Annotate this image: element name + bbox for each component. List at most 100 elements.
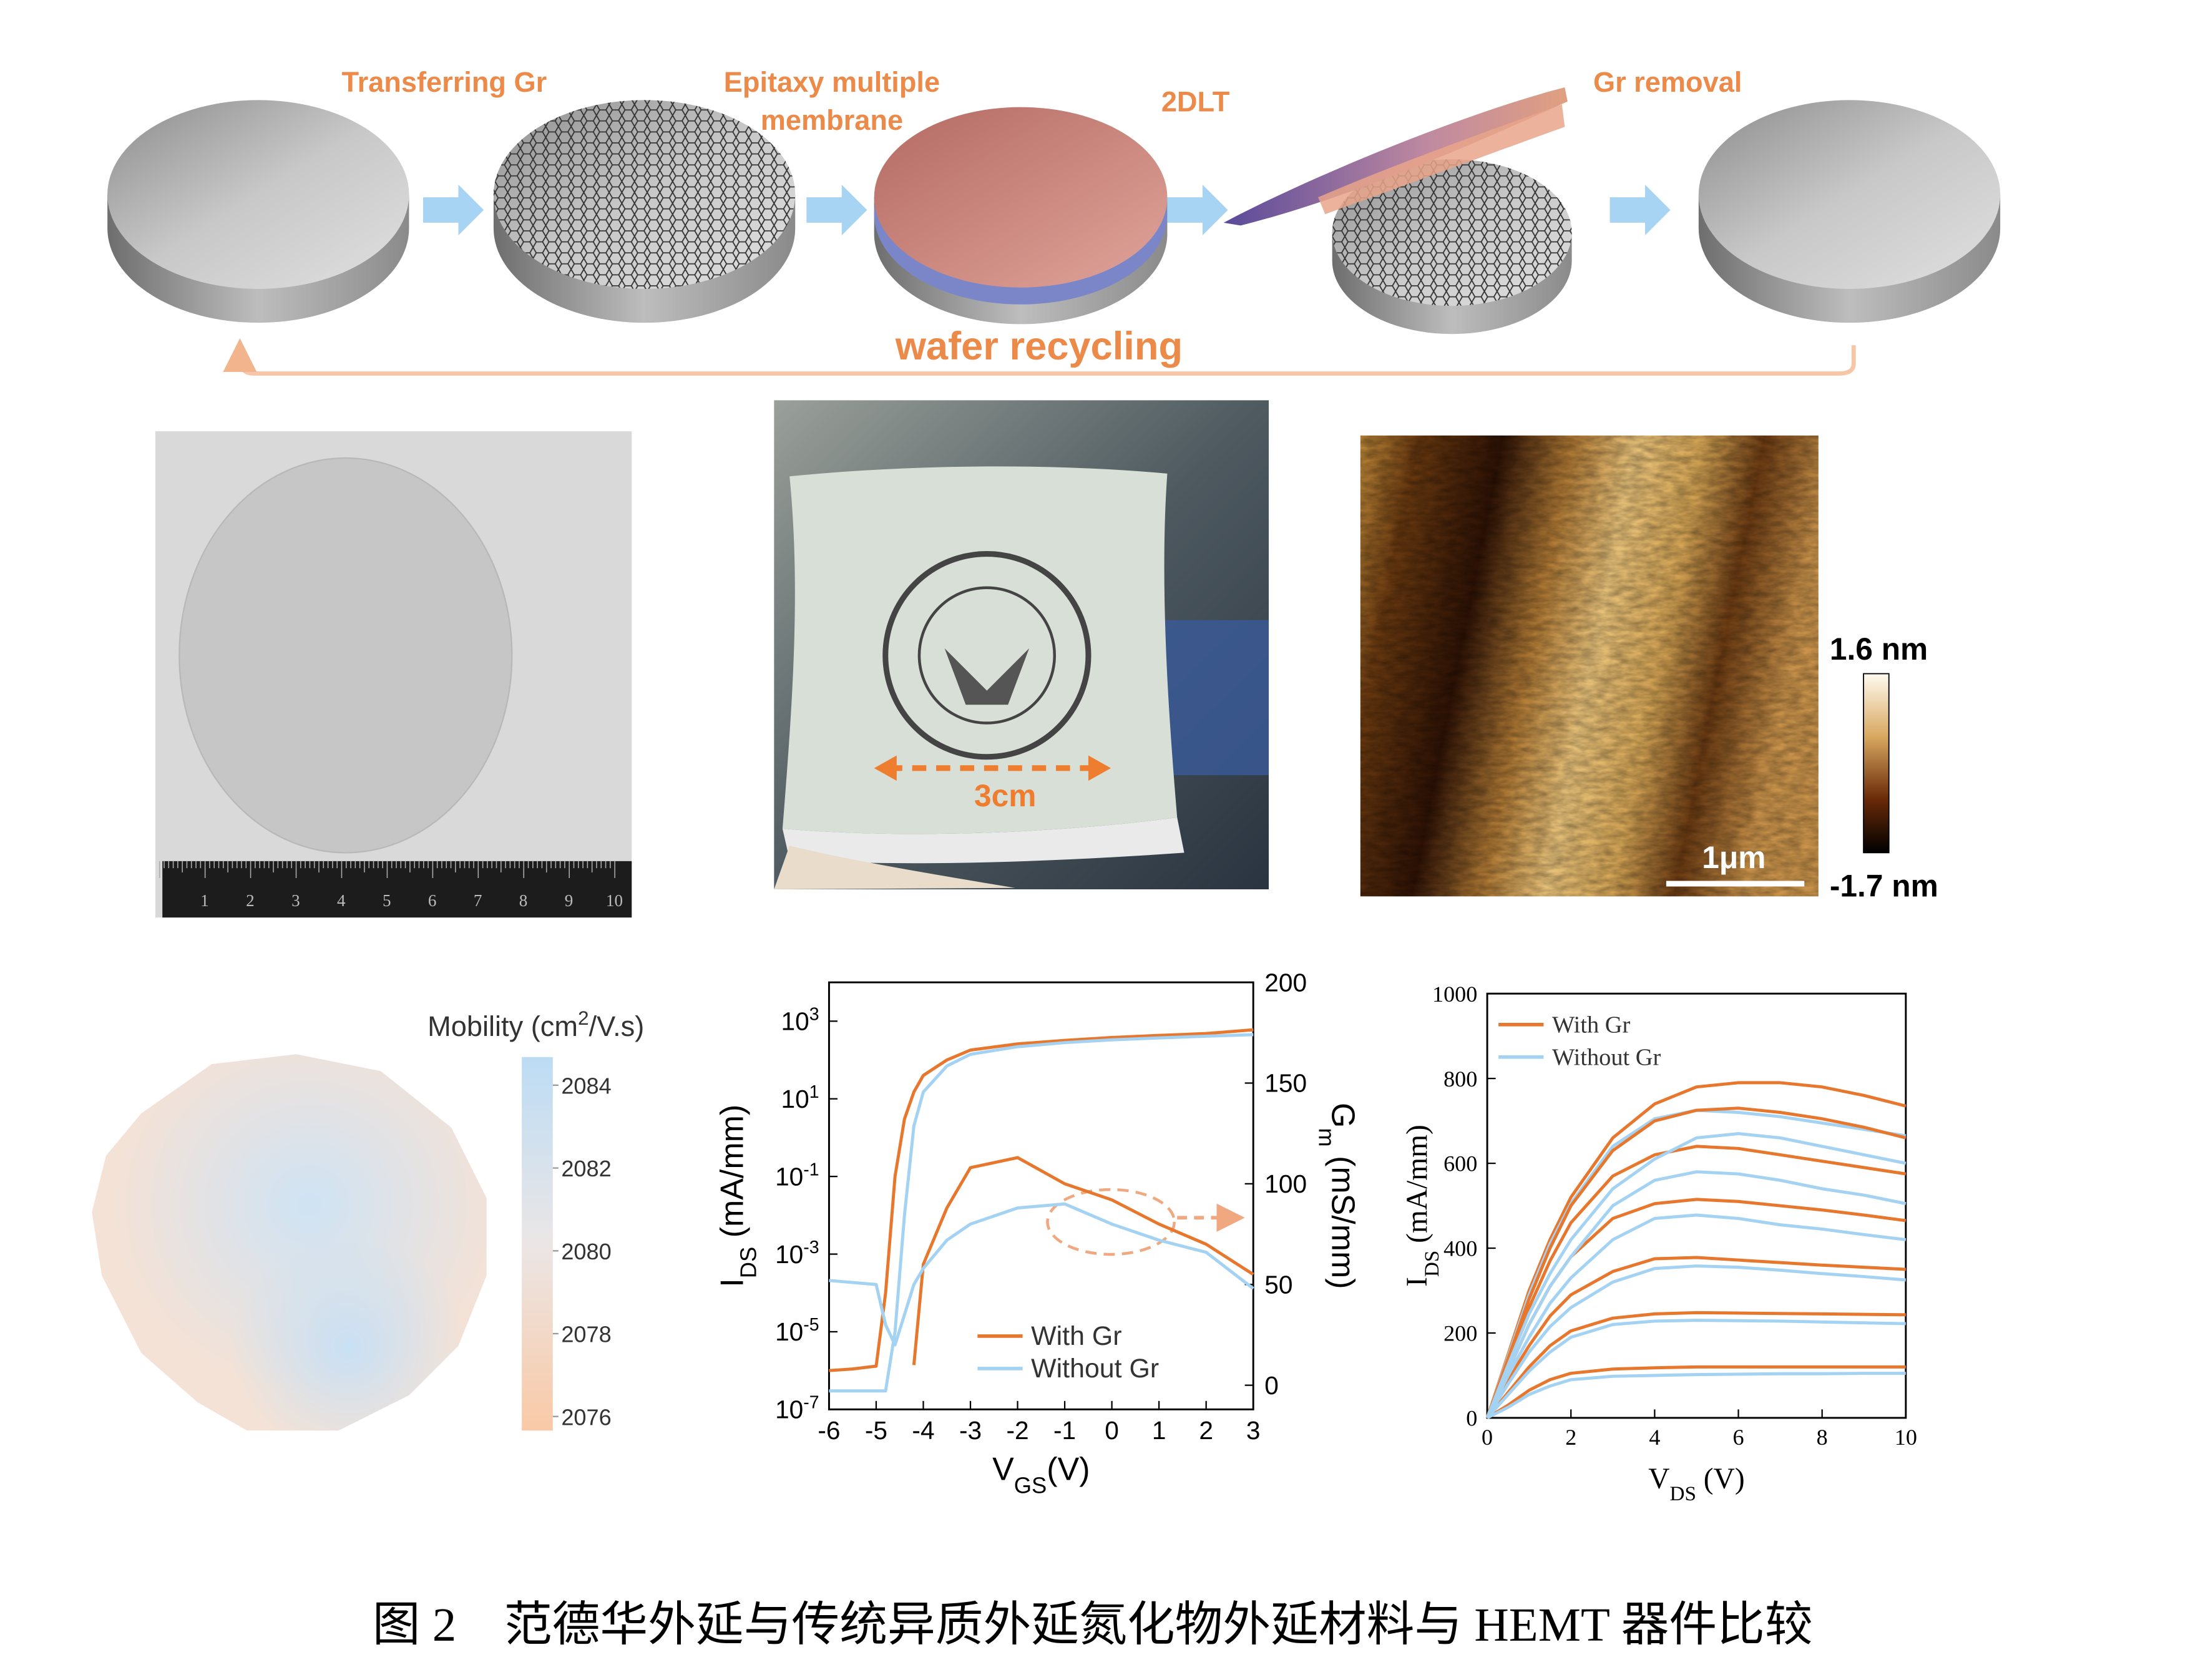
legend-label: With Gr bbox=[1552, 1012, 1631, 1038]
x-tick-label: -5 bbox=[865, 1416, 887, 1445]
x-tick-label: 0 bbox=[1482, 1425, 1493, 1450]
colorbar-min: -1.7 nm bbox=[1830, 868, 1938, 903]
chart: 0 2 4 6 8 10 0 200 400 600 800 1000 VDS (V) IDS (mA/m… bbox=[1401, 982, 1917, 1505]
data-line bbox=[1486, 1311, 1906, 1419]
wafer-graphene-part bbox=[493, 100, 796, 289]
step-arrows-part bbox=[423, 184, 484, 236]
y-tick-label: 400 bbox=[1443, 1236, 1477, 1261]
x-tick-label: -2 bbox=[1006, 1416, 1028, 1445]
flexible-photo-part bbox=[882, 551, 1092, 760]
x-axis-label: VDS (V) bbox=[1648, 1463, 1744, 1505]
afm-image-part bbox=[1863, 673, 1890, 854]
data-line bbox=[829, 1202, 1254, 1347]
colorbar-title: Mobility (cm2/V.s) bbox=[427, 1007, 644, 1042]
data-line bbox=[1485, 1213, 1907, 1419]
y-tick-label: 10-1 bbox=[775, 1160, 819, 1191]
flexible-photo-part bbox=[1156, 620, 1269, 776]
annotation bbox=[1046, 1188, 1245, 1256]
wafer bbox=[107, 100, 409, 323]
wafer-lift-part bbox=[1318, 104, 1565, 215]
x-tick-label: -1 bbox=[1053, 1416, 1076, 1445]
plot-frame bbox=[828, 981, 1254, 1410]
colorbar-tick-label: 2078 bbox=[561, 1322, 611, 1347]
legend-label: Without Gr bbox=[1031, 1354, 1159, 1384]
mobility-map-part bbox=[522, 1057, 553, 1431]
x-tick-label: 1 bbox=[1152, 1416, 1166, 1445]
colorbar-tick-label: 2076 bbox=[561, 1404, 611, 1430]
x-tick-label: 4 bbox=[1649, 1425, 1660, 1450]
data-line bbox=[829, 1033, 1254, 1393]
data-line bbox=[1485, 1081, 1907, 1419]
y2-tick-label: 50 bbox=[1264, 1270, 1292, 1299]
step-arrows-part bbox=[806, 184, 867, 236]
step-label: 2DLT bbox=[1161, 85, 1230, 117]
x-tick-label: 2 bbox=[1565, 1425, 1576, 1450]
flexible-photo-part bbox=[944, 648, 1030, 705]
ruler-label: 9 bbox=[565, 891, 574, 910]
flexible-photo-part bbox=[917, 586, 1057, 725]
colorbar-tick-label: 2082 bbox=[561, 1156, 611, 1181]
legend-label: With Gr bbox=[1031, 1321, 1121, 1351]
ruler-label: 3 bbox=[291, 891, 300, 910]
annotation-part bbox=[1046, 1188, 1176, 1256]
ruler-label: 6 bbox=[428, 891, 437, 910]
scalebar-label: 1μm bbox=[1702, 840, 1766, 875]
step-arrows-part bbox=[1167, 184, 1228, 236]
colorbar-tick-label: 2084 bbox=[561, 1073, 611, 1098]
x-tick-label: -3 bbox=[959, 1416, 982, 1445]
x-tick-label: 10 bbox=[1895, 1425, 1917, 1450]
wafer-lift-part bbox=[1223, 87, 1568, 226]
data-line bbox=[1485, 1108, 1907, 1419]
y-tick-label: 1000 bbox=[1432, 982, 1477, 1007]
wafer-graphene bbox=[493, 100, 796, 323]
data-line bbox=[1486, 1372, 1906, 1420]
step-arrows-part bbox=[1609, 184, 1671, 236]
step-label: Transferring Gr bbox=[342, 66, 547, 98]
wafer-membrane bbox=[874, 107, 1168, 325]
x-tick-label: 3 bbox=[1246, 1416, 1261, 1445]
ruler-label: 4 bbox=[337, 891, 346, 910]
plot-frame bbox=[1486, 992, 1907, 1419]
y2-tick-label: 100 bbox=[1264, 1170, 1307, 1198]
step-label: Epitaxy multiple bbox=[724, 66, 940, 98]
ruler-label: 5 bbox=[383, 891, 391, 910]
scale-label: 3cm bbox=[974, 778, 1036, 813]
data-line bbox=[1485, 1106, 1907, 1419]
y-tick-label: 103 bbox=[781, 1005, 819, 1036]
wafer-photo bbox=[155, 431, 632, 918]
data-line bbox=[1486, 1319, 1906, 1419]
y-tick-label: 800 bbox=[1443, 1067, 1477, 1092]
x-tick-label: -4 bbox=[912, 1416, 934, 1445]
step-arrows bbox=[423, 184, 1671, 236]
x-tick-label: 2 bbox=[1199, 1416, 1213, 1445]
ruler-label: 1 bbox=[200, 891, 209, 910]
wafer-membrane-part bbox=[874, 107, 1168, 288]
y2-axis-label: Gm (mS/mm) bbox=[1314, 1103, 1361, 1289]
data-line bbox=[1486, 1365, 1906, 1420]
colorbar-tick-label: 2080 bbox=[561, 1239, 611, 1264]
legend-label: Without Gr bbox=[1552, 1044, 1661, 1070]
ruler-label: 2 bbox=[246, 891, 255, 910]
data-line bbox=[912, 1156, 1254, 1365]
x-tick-label: 6 bbox=[1733, 1425, 1744, 1450]
recycle-arrow bbox=[223, 338, 1856, 376]
y2-tick-label: 0 bbox=[1264, 1371, 1279, 1400]
wafer-photo-part bbox=[178, 457, 513, 854]
ruler-label: 8 bbox=[519, 891, 528, 910]
wafer-photo-part bbox=[162, 861, 632, 918]
y2-tick-label: 150 bbox=[1264, 1069, 1307, 1098]
process-row bbox=[107, 87, 2001, 376]
ruler-ticks bbox=[159, 861, 615, 878]
y-tick-label: 10-3 bbox=[775, 1238, 819, 1269]
step-label: membrane bbox=[761, 104, 903, 136]
y-axis-label: IDS (mA/mm) bbox=[715, 1105, 761, 1287]
x-tick-label: 8 bbox=[1817, 1425, 1828, 1450]
mobility-map bbox=[92, 1054, 553, 1431]
ruler-label: 7 bbox=[474, 891, 482, 910]
wafer-part bbox=[107, 100, 409, 289]
mobility-map-part bbox=[92, 1054, 487, 1431]
x-axis-label: VGS(V) bbox=[992, 1451, 1090, 1498]
ruler-label: 10 bbox=[606, 891, 623, 910]
wafer-part bbox=[1698, 100, 2001, 289]
